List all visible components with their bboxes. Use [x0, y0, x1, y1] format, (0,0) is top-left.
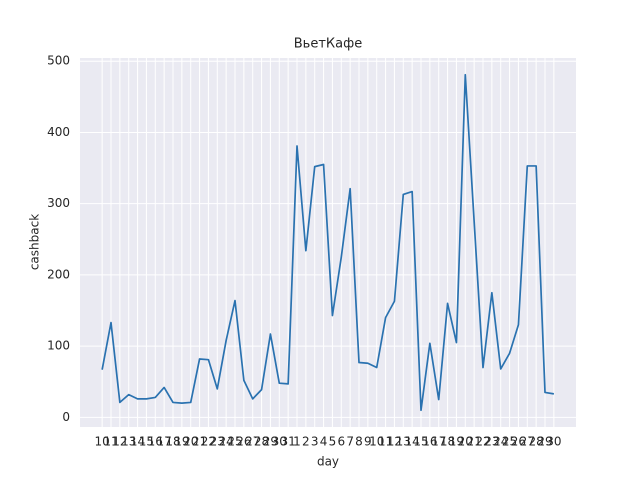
x-tick-label: 31 — [281, 435, 296, 449]
x-tick-label: 21 — [467, 435, 482, 449]
x-tick-label: 26 — [511, 435, 526, 449]
x-tick-label: 13 — [121, 435, 136, 449]
y-tick-label: 500 — [47, 54, 70, 68]
y-tick-label: 200 — [47, 267, 70, 281]
x-tick-label: 17 — [431, 435, 446, 449]
x-tick-label: 17 — [157, 435, 172, 449]
x-tick-label: 9 — [364, 435, 372, 449]
x-tick-label: 26 — [236, 435, 251, 449]
x-tick-label: 15 — [413, 435, 428, 449]
x-tick-label: 7 — [346, 435, 354, 449]
x-tick-label: 29 — [263, 435, 278, 449]
x-tick-label: 12 — [112, 435, 127, 449]
x-tick-label: 15 — [139, 435, 154, 449]
x-tick-label: 27 — [520, 435, 535, 449]
x-tick-label: 16 — [422, 435, 437, 449]
x-tick-label: 18 — [165, 435, 180, 449]
y-tick-label: 400 — [47, 125, 70, 139]
x-tick-label: 23 — [210, 435, 225, 449]
x-tick-label: 19 — [449, 435, 464, 449]
x-tick-label: 20 — [183, 435, 198, 449]
x-tick-label: 5 — [329, 435, 337, 449]
x-tick-label: 12 — [387, 435, 402, 449]
x-tick-label: 29 — [537, 435, 552, 449]
x-tick-label: 1 — [293, 435, 301, 449]
x-tick-label: 11 — [103, 435, 118, 449]
x-tick-label: 14 — [405, 435, 420, 449]
x-tick-label: 8 — [355, 435, 363, 449]
x-tick-label: 4 — [320, 435, 328, 449]
x-tick-label: 22 — [201, 435, 216, 449]
x-tick-label: 21 — [192, 435, 207, 449]
x-tick-label: 2 — [302, 435, 310, 449]
x-tick-label: 20 — [458, 435, 473, 449]
x-tick-label: 25 — [502, 435, 517, 449]
y-tick-label: 100 — [47, 339, 70, 353]
x-tick-label: 6 — [337, 435, 345, 449]
x-tick-label: 28 — [254, 435, 269, 449]
x-tick-label: 19 — [174, 435, 189, 449]
y-tick-label: 300 — [47, 196, 70, 210]
x-tick-label: 24 — [493, 435, 508, 449]
x-axis-label: day — [317, 455, 339, 469]
x-tick-label: 10 — [369, 435, 384, 449]
x-tick-label: 18 — [440, 435, 455, 449]
x-tick-label: 22 — [475, 435, 490, 449]
x-tick-label: 23 — [484, 435, 499, 449]
x-tick-label: 28 — [529, 435, 544, 449]
x-tick-label: 27 — [245, 435, 260, 449]
x-tick-label: 14 — [130, 435, 145, 449]
y-axis-label: cashback — [28, 214, 42, 270]
y-tick-label: 0 — [62, 410, 70, 424]
x-tick-label: 3 — [311, 435, 319, 449]
x-tick-label: 10 — [95, 435, 110, 449]
x-tick-label: 13 — [396, 435, 411, 449]
x-tick-label: 25 — [227, 435, 242, 449]
x-tick-label: 16 — [148, 435, 163, 449]
x-tick-label: 11 — [378, 435, 393, 449]
line — [101, 73, 554, 412]
x-tick-label: 24 — [219, 435, 234, 449]
x-tick-label: 30 — [272, 435, 287, 449]
chart-title: ВьетКафе — [294, 37, 362, 52]
x-tick-label: 30 — [546, 435, 561, 449]
